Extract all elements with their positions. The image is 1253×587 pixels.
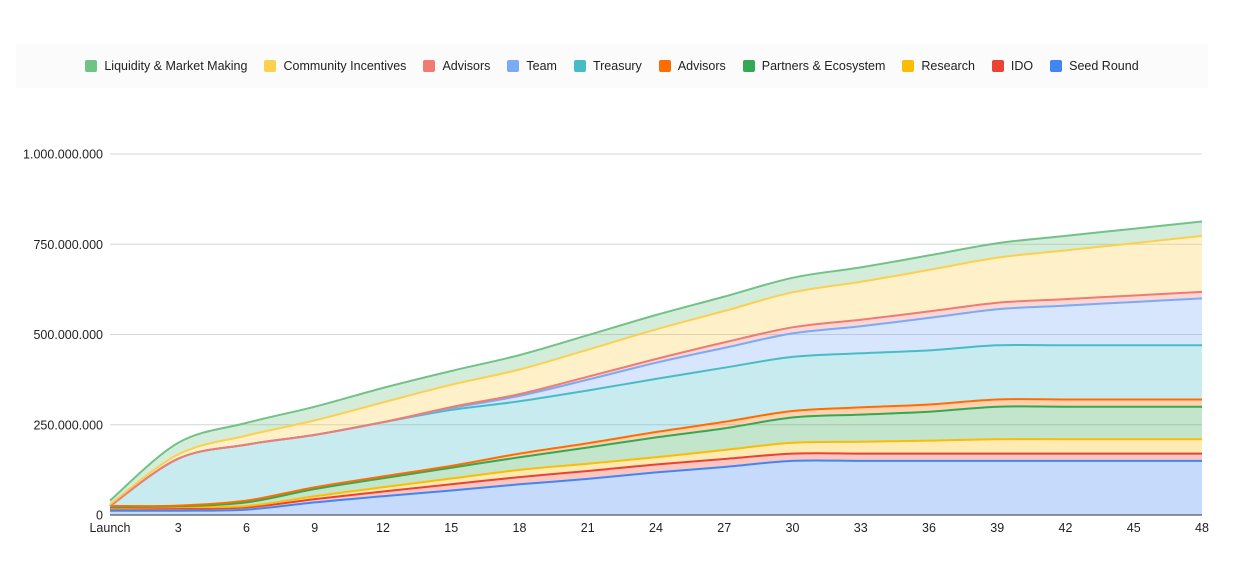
x-tick-label: 42 <box>1059 521 1073 535</box>
legend-swatch <box>991 60 1004 72</box>
legend-item-community-incentives[interactable]: Community Incentives <box>264 59 406 73</box>
x-tick-label: 15 <box>444 521 458 535</box>
line-research <box>109 438 1202 509</box>
legend-swatch <box>507 60 520 72</box>
x-tick-label: 6 <box>243 521 250 535</box>
x-tick-label: 21 <box>581 521 595 535</box>
x-tick-label: 18 <box>513 521 527 535</box>
x-tick-label: 12 <box>376 521 390 535</box>
legend-label: Advisors <box>442 59 491 73</box>
chart-legend: Liquidity & Market Making Community Incen… <box>16 44 1208 88</box>
legend-item-advisors[interactable]: Advisors <box>658 59 726 73</box>
line-partners-and-ecosystem <box>109 405 1202 509</box>
legend-item-partners-and-ecosystem[interactable]: Partners & Ecosystem <box>742 59 886 73</box>
line-advisors <box>109 398 1202 508</box>
line-ido <box>109 452 1202 510</box>
x-tick-label: 48 <box>1195 521 1209 535</box>
line-liquidity-and-market-making <box>109 220 1203 502</box>
x-tick-label: 30 <box>786 521 800 535</box>
x-tick-label: 45 <box>1127 521 1141 535</box>
y-tick-label: 500.000.000 <box>33 328 103 342</box>
y-tick-label: 0 <box>96 509 103 523</box>
legend-label: Seed Round <box>1069 59 1139 73</box>
x-tick-label: 39 <box>990 521 1004 535</box>
line-seed-round <box>109 459 1202 512</box>
line-advisors <box>109 290 1203 507</box>
y-tick-label: 250.000.000 <box>33 418 103 432</box>
legend-swatch <box>423 60 436 72</box>
legend-label: Partners & Ecosystem <box>761 59 886 73</box>
legend-swatch <box>658 60 671 72</box>
legend-item-ido[interactable]: IDO <box>991 59 1034 73</box>
axes: 0 250.000.000 500.000.000 750.000.000 1.000.… <box>23 148 1209 536</box>
y-tick-label: 750.000.000 <box>33 238 103 252</box>
series-areas <box>110 221 1202 515</box>
line-community-incentives <box>109 234 1203 506</box>
legend-item-liquidity-and-market-making[interactable]: Liquidity & Market Making <box>85 59 247 73</box>
legend-swatch <box>573 60 586 72</box>
y-tick-label: 1.000.000.000 <box>23 148 103 162</box>
legend-swatch <box>742 60 755 72</box>
legend-item-advisors[interactable]: Advisors <box>423 59 490 73</box>
legend-label: Treasury <box>592 59 642 73</box>
legend-label: IDO <box>1010 59 1034 73</box>
legend-label: Team <box>526 59 557 73</box>
area-seed-round <box>110 460 1202 515</box>
x-tick-label: 3 <box>175 521 182 535</box>
legend-item-research[interactable]: Research <box>902 59 975 73</box>
x-tick-label: 9 <box>311 521 318 535</box>
area-community-incentives <box>110 235 1202 506</box>
legend-item-treasury[interactable]: Treasury <box>573 59 642 73</box>
x-tick-label: 33 <box>854 521 868 535</box>
legend-label: Community Incentives <box>283 59 407 73</box>
legend-swatch <box>902 60 915 72</box>
x-tick-label: 36 <box>922 521 936 535</box>
legend-item-team[interactable]: Team <box>507 59 557 73</box>
area-treasury <box>110 344 1202 507</box>
x-tick-label: Launch <box>89 521 130 535</box>
legend-item-seed-round[interactable]: Seed Round <box>1050 59 1139 73</box>
legend-swatch <box>85 60 98 72</box>
x-tick-label: 24 <box>649 521 663 535</box>
legend-swatch <box>264 60 277 72</box>
legend-label: Liquidity & Market Making <box>104 59 248 73</box>
x-tick-label: 27 <box>717 521 731 535</box>
legend-label: Research <box>921 59 975 73</box>
legend-swatch <box>1050 60 1063 72</box>
series-lines <box>109 220 1203 512</box>
legend-label: Advisors <box>677 59 726 73</box>
